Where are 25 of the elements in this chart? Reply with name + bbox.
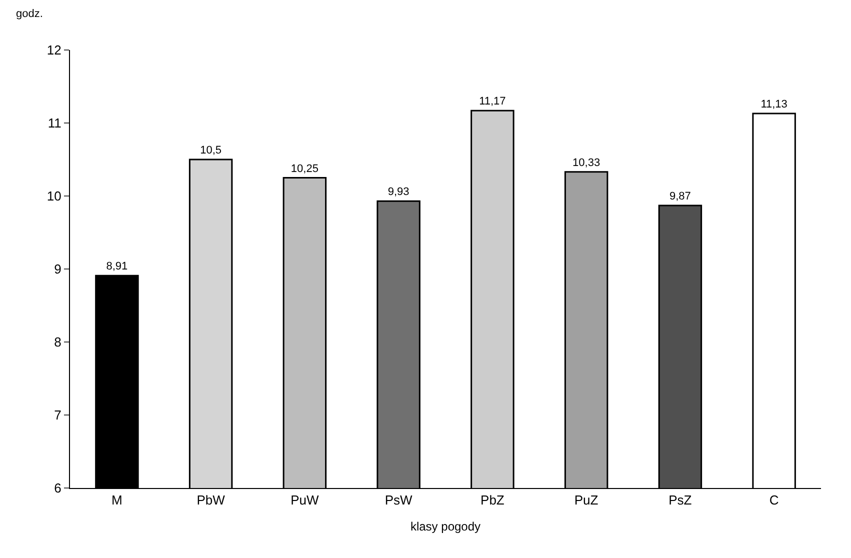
x-tick-label: PuZ: [574, 492, 598, 508]
x-tick-label: C: [769, 492, 779, 508]
y-tick-label: 11: [48, 116, 62, 131]
y-tick-label: 9: [54, 262, 62, 277]
x-tick-label: PbZ: [480, 492, 504, 508]
data-label: 10,33: [572, 156, 600, 169]
y-tick-label: 7: [54, 408, 62, 423]
x-tick-label: PbW: [196, 492, 226, 508]
data-label: 10,25: [290, 162, 318, 175]
y-tick-label: 6: [54, 480, 62, 496]
y-tick-label: 12: [46, 42, 62, 58]
x-tick-label: M: [112, 492, 122, 508]
x-tick-label: PsW: [384, 492, 414, 508]
data-label: 8,91: [106, 260, 128, 273]
x-tick-label: PsZ: [668, 492, 692, 508]
y-tick-label: 10: [46, 188, 62, 204]
x-axis-title: klasy pogody: [410, 520, 481, 534]
data-label: 10,5: [200, 144, 222, 156]
data-label: 11,17: [479, 96, 506, 108]
data-label: 9,87: [669, 190, 691, 202]
data-label: 11,13: [760, 98, 788, 111]
y-axis-title: godz.: [16, 8, 43, 20]
x-tick-label: PuW: [290, 492, 320, 508]
y-tick-label: 8: [54, 334, 62, 350]
data-label: 9,93: [388, 186, 410, 198]
